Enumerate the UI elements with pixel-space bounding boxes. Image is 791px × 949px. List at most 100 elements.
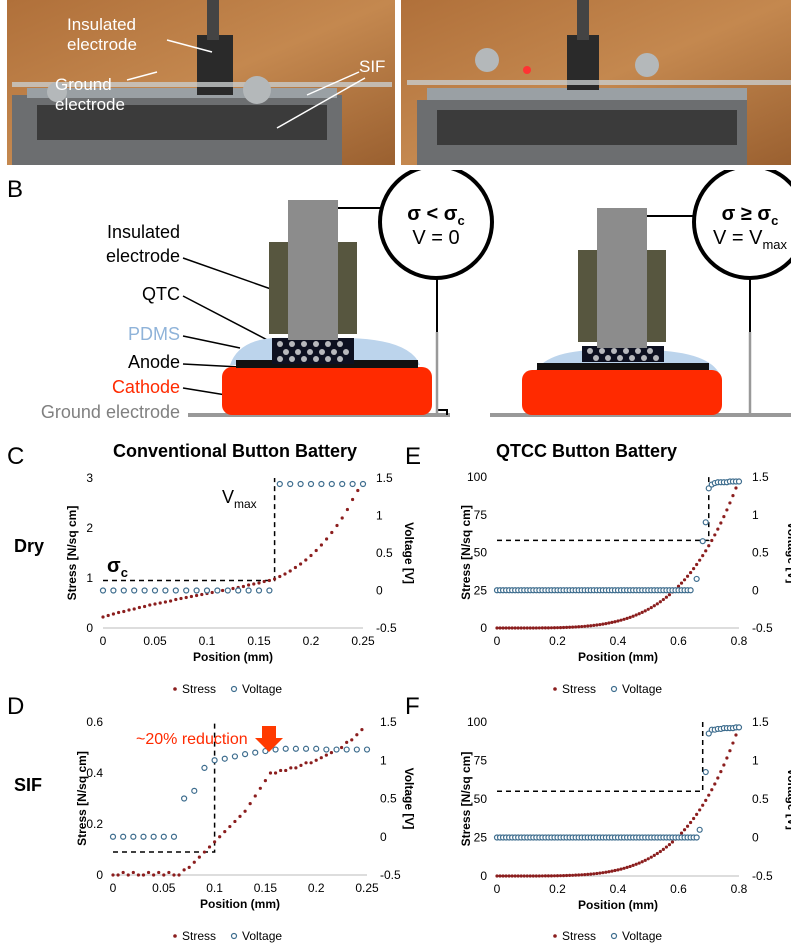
- stress-point: [713, 782, 717, 786]
- x-axis-label: Position (mm): [200, 897, 280, 911]
- voltage-point: [687, 587, 694, 594]
- stress-point: [589, 872, 593, 876]
- stress-point: [610, 620, 614, 625]
- stress-point: [195, 593, 199, 598]
- stress-point: [601, 622, 605, 626]
- voltage-point: [318, 480, 325, 488]
- stress-point: [546, 874, 551, 878]
- stress-point: [501, 874, 505, 878]
- x-tick-label: 0.2: [308, 881, 325, 895]
- panel-letter-d: D: [7, 693, 25, 720]
- voltage-point: [120, 587, 127, 594]
- y2-axis-label: Voltage [V]: [402, 768, 416, 830]
- voltage-point: [181, 795, 188, 802]
- stress-point: [153, 602, 157, 606]
- stack-right: [490, 208, 791, 417]
- stress-point: [221, 588, 225, 593]
- stress-point: [189, 594, 193, 599]
- stress-point: [101, 615, 105, 619]
- stack-left: [188, 200, 450, 417]
- x-tick-label: 0.8: [731, 882, 748, 896]
- stress-point: [534, 874, 538, 878]
- voltage-point: [214, 587, 221, 594]
- y2-tick-label: 0: [752, 583, 759, 597]
- x-tick-label: 0.25: [351, 634, 375, 648]
- stress-point: [549, 874, 554, 878]
- panel-letter-b: B: [7, 176, 24, 203]
- stress-point: [507, 626, 511, 630]
- stress-point: [158, 601, 162, 605]
- stress-point: [692, 816, 696, 821]
- schematic-panel-b: Insulated electrode QTC PDMS Anode Catho…: [41, 170, 791, 422]
- y2-tick-label: -0.5: [752, 869, 773, 883]
- stress-point: [637, 861, 641, 865]
- stress-point: [540, 626, 544, 630]
- row-label-dry: Dry: [14, 536, 45, 556]
- voltage-point: [307, 480, 315, 488]
- state-circle-right: σ ≥ σc V = Vmax: [692, 170, 791, 280]
- stress-point: [682, 828, 687, 832]
- legend: Stress Voltage: [553, 682, 662, 696]
- stress-point: [172, 873, 176, 877]
- voltage-point: [328, 480, 335, 488]
- y-tick-label: 50: [474, 546, 488, 560]
- stress-point: [179, 596, 183, 601]
- stress-point: [543, 874, 548, 878]
- column-title-left: Conventional Button Battery: [113, 441, 358, 461]
- stress-point: [658, 849, 662, 854]
- stress-point: [716, 527, 720, 531]
- stress-point: [319, 543, 323, 547]
- stress-point: [177, 873, 181, 877]
- x-tick-label: 0.6: [670, 882, 687, 896]
- voltage-point: [272, 746, 279, 753]
- x-axis-label: Position (mm): [578, 650, 658, 664]
- voltage-point: [333, 746, 340, 753]
- stress-point: [273, 577, 277, 581]
- y2-tick-label: 1: [376, 509, 383, 523]
- schematic-labels: Insulated electrode QTC PDMS Anode Catho…: [41, 222, 180, 422]
- stress-point: [504, 874, 508, 878]
- stress-point: [616, 868, 620, 872]
- y2-tick-label: 1.5: [752, 470, 769, 484]
- y-tick-label: 0.4: [86, 766, 103, 780]
- y2-tick-label: 0: [380, 830, 387, 844]
- chart-e: 0 0.2 0.4 0.6 0.8 0 25 50 75 100 -0.5 0 0.5 1 1.5 Posit…: [459, 470, 791, 696]
- x-tick-label: 0: [110, 881, 117, 895]
- stress-point: [619, 867, 623, 871]
- stress-point: [628, 864, 632, 869]
- stress-point: [122, 609, 126, 614]
- stress-point: [516, 626, 520, 630]
- y2-axis-label: Voltage [V]: [785, 522, 791, 584]
- stress-point: [546, 626, 551, 630]
- stress-point: [106, 613, 110, 618]
- stress-point: [634, 613, 638, 617]
- stress-point: [258, 786, 262, 790]
- stress-point: [631, 614, 635, 618]
- x-axis-label: Position (mm): [193, 650, 273, 664]
- stress-point: [580, 624, 584, 629]
- voltage-point: [109, 833, 117, 840]
- stress-point: [519, 626, 523, 630]
- stress-point: [731, 741, 735, 745]
- voltage-point: [353, 746, 360, 753]
- voltage-point: [363, 746, 371, 753]
- x-tick-label: 0.2: [549, 634, 566, 648]
- stress-point: [314, 548, 318, 553]
- stress-point: [127, 608, 131, 612]
- voltage-point: [735, 724, 743, 731]
- stress-point: [616, 619, 620, 623]
- stress-point: [658, 600, 662, 604]
- stress-point: [288, 569, 292, 573]
- stress-point: [252, 582, 256, 586]
- stress-point: [253, 794, 257, 798]
- voltage-point: [282, 745, 289, 752]
- y2-tick-label: -0.5: [380, 868, 401, 882]
- legend-stress-label: Stress: [562, 929, 596, 943]
- stress-point: [121, 870, 125, 875]
- y2-tick-label: -0.5: [376, 621, 397, 635]
- svg-text:σ < σc: σ < σc: [407, 203, 464, 228]
- stress-point: [664, 595, 669, 599]
- legend-voltage-label: Voltage: [242, 682, 282, 696]
- stress-point: [329, 751, 334, 755]
- stress-point: [586, 624, 590, 628]
